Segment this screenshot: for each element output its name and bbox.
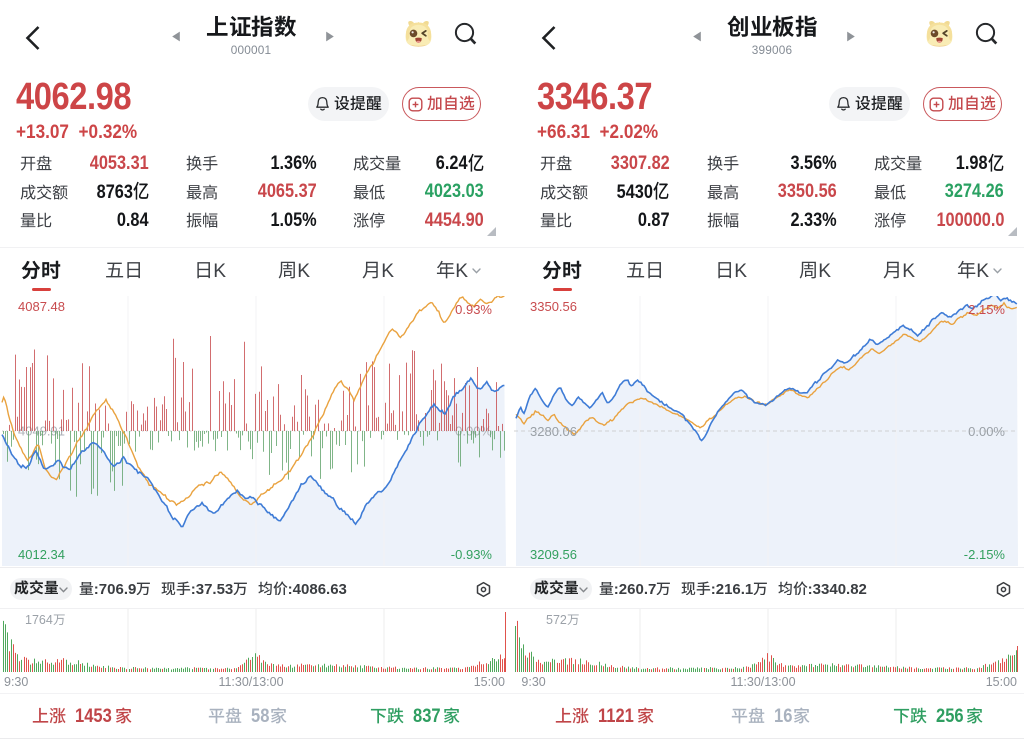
svg-text:3280.06: 3280.06 — [530, 424, 577, 439]
svg-text:3209.56: 3209.56 — [530, 547, 577, 562]
svg-text:3350.56: 3350.56 — [530, 299, 577, 314]
svg-text:-2.15%: -2.15% — [964, 547, 1006, 562]
svg-text:0.93%: 0.93% — [455, 302, 492, 317]
svg-text:4087.48: 4087.48 — [18, 299, 65, 314]
svg-text:4012.34: 4012.34 — [18, 547, 65, 562]
svg-text:-0.93%: -0.93% — [451, 547, 493, 562]
svg-text:0.00%: 0.00% — [968, 424, 1005, 439]
svg-text:2.15%: 2.15% — [968, 302, 1005, 317]
